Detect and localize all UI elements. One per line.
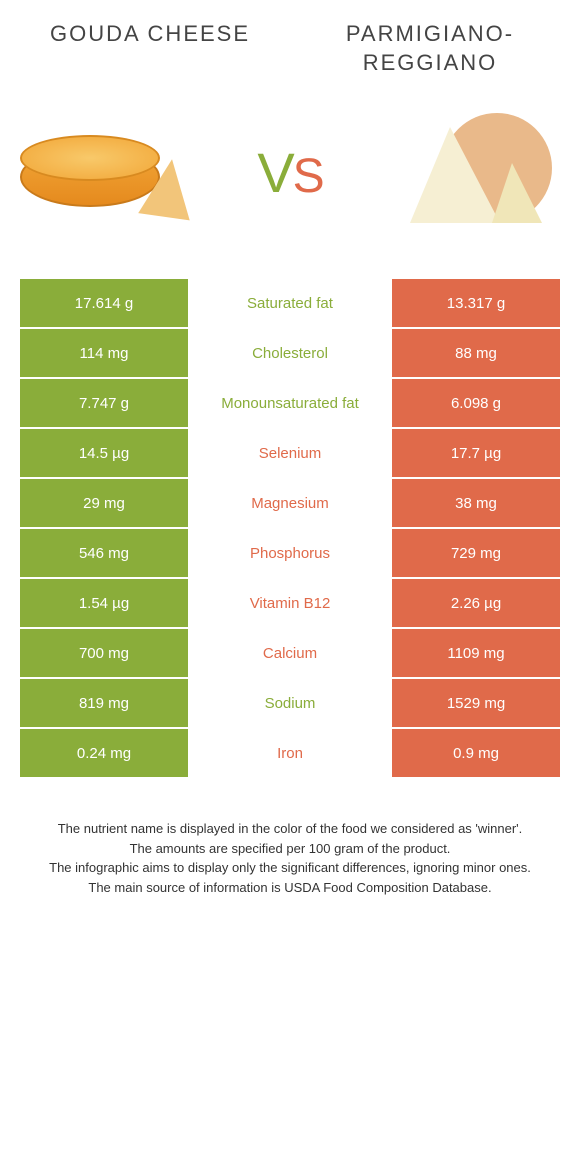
footnote-line: The infographic aims to display only the… <box>20 858 560 878</box>
vs-label: VS <box>257 140 322 205</box>
value-right: 17.7 µg <box>390 429 560 477</box>
value-right: 0.9 mg <box>390 729 560 777</box>
value-right: 38 mg <box>390 479 560 527</box>
value-left: 29 mg <box>20 479 190 527</box>
nutrient-label: Monounsaturated fat <box>190 379 390 427</box>
table-row: 1.54 µgVitamin B122.26 µg <box>20 579 560 629</box>
value-left: 819 mg <box>20 679 190 727</box>
table-row: 29 mgMagnesium38 mg <box>20 479 560 529</box>
nutrient-label: Selenium <box>190 429 390 477</box>
value-left: 14.5 µg <box>20 429 190 477</box>
value-left: 1.54 µg <box>20 579 190 627</box>
table-row: 7.747 gMonounsaturated fat6.098 g <box>20 379 560 429</box>
footnote-line: The amounts are specified per 100 gram o… <box>20 839 560 859</box>
parmigiano-image <box>380 107 560 237</box>
nutrient-label: Saturated fat <box>190 279 390 327</box>
table-row: 114 mgCholesterol88 mg <box>20 329 560 379</box>
value-left: 7.747 g <box>20 379 190 427</box>
value-right: 1529 mg <box>390 679 560 727</box>
value-left: 0.24 mg <box>20 729 190 777</box>
value-left: 700 mg <box>20 629 190 677</box>
value-right: 1109 mg <box>390 629 560 677</box>
vs-v: V <box>257 140 292 205</box>
gouda-image <box>20 107 200 237</box>
header: Gouda Cheese Parmigiano-Reggiano <box>0 0 580 87</box>
nutrient-label: Cholesterol <box>190 329 390 377</box>
vs-s: S <box>293 149 323 204</box>
nutrient-label: Magnesium <box>190 479 390 527</box>
value-left: 546 mg <box>20 529 190 577</box>
table-row: 0.24 mgIron0.9 mg <box>20 729 560 779</box>
value-right: 2.26 µg <box>390 579 560 627</box>
table-row: 819 mgSodium1529 mg <box>20 679 560 729</box>
nutrient-label: Iron <box>190 729 390 777</box>
table-row: 546 mgPhosphorus729 mg <box>20 529 560 579</box>
value-right: 729 mg <box>390 529 560 577</box>
nutrient-label: Sodium <box>190 679 390 727</box>
nutrient-label: Phosphorus <box>190 529 390 577</box>
nutrient-label: Vitamin B12 <box>190 579 390 627</box>
value-left: 17.614 g <box>20 279 190 327</box>
footnote-line: The main source of information is USDA F… <box>20 878 560 898</box>
images-row: VS <box>0 87 580 277</box>
title-right: Parmigiano-Reggiano <box>304 20 556 77</box>
nutrient-label: Calcium <box>190 629 390 677</box>
table-row: 14.5 µgSelenium17.7 µg <box>20 429 560 479</box>
title-left: Gouda Cheese <box>24 20 276 77</box>
footnotes: The nutrient name is displayed in the co… <box>20 819 560 897</box>
value-right: 13.317 g <box>390 279 560 327</box>
value-right: 88 mg <box>390 329 560 377</box>
table-row: 700 mgCalcium1109 mg <box>20 629 560 679</box>
value-left: 114 mg <box>20 329 190 377</box>
value-right: 6.098 g <box>390 379 560 427</box>
table-row: 17.614 gSaturated fat13.317 g <box>20 279 560 329</box>
comparison-table: 17.614 gSaturated fat13.317 g114 mgChole… <box>20 277 560 779</box>
footnote-line: The nutrient name is displayed in the co… <box>20 819 560 839</box>
